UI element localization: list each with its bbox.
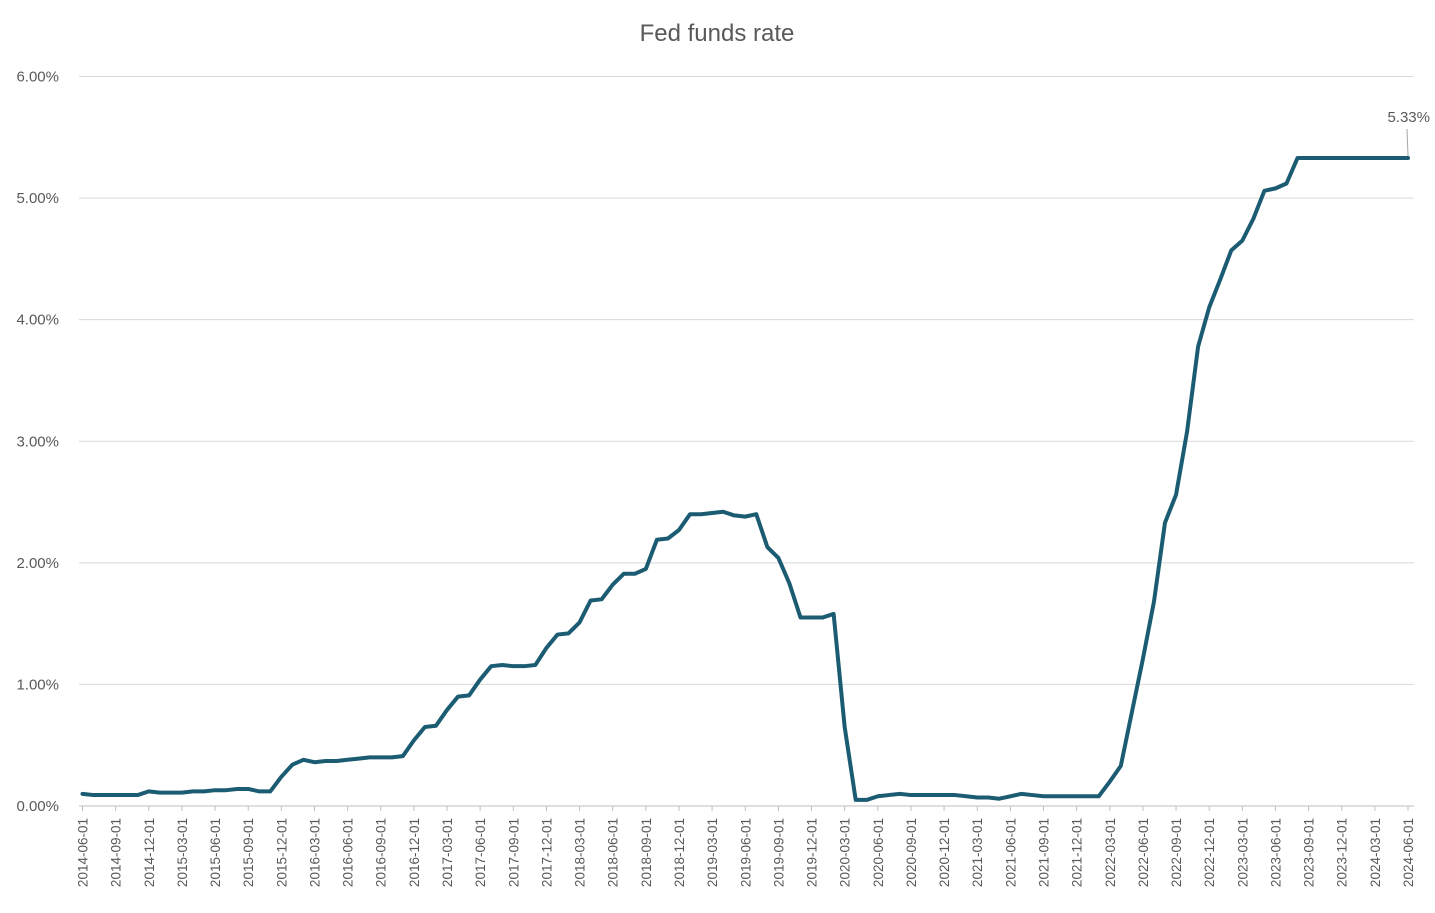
x-tick-label: 2014-12-01 — [142, 818, 157, 887]
x-tick-label: 2022-03-01 — [1103, 818, 1118, 887]
x-tick-label: 2015-12-01 — [274, 818, 289, 887]
y-axis-labels: 0.00% 1.00% 2.00% 3.00% 4.00% 5.00% 6.00% — [16, 69, 59, 816]
x-tick-label: 2023-06-01 — [1268, 818, 1283, 887]
annotations: 5.33% — [1387, 109, 1430, 156]
last-value-data-label: 5.33% — [1387, 109, 1430, 126]
x-tick-label: 2016-03-01 — [307, 818, 322, 887]
x-tick-label: 2014-09-01 — [109, 818, 124, 887]
x-tick-label: 2024-06-01 — [1401, 818, 1416, 887]
x-tick-label: 2020-06-01 — [871, 818, 886, 887]
x-tick-label: 2018-06-01 — [606, 818, 621, 887]
y-tick-label: 4.00% — [16, 312, 59, 329]
x-tick-label: 2015-06-01 — [208, 818, 223, 887]
x-tick-label: 2017-09-01 — [506, 818, 521, 887]
x-tick-label: 2021-03-01 — [970, 818, 985, 887]
x-tick-label: 2020-03-01 — [838, 818, 853, 887]
x-tick-label: 2018-03-01 — [573, 818, 588, 887]
x-axis: 2014-06-01 2014-09-01 2014-12-01 2015-03-01… — [76, 805, 1416, 887]
x-tick-label: 2020-09-01 — [904, 818, 919, 887]
y-tick-label: 1.00% — [16, 676, 59, 693]
x-tick-label: 2016-09-01 — [374, 818, 389, 887]
x-tick-label: 2023-03-01 — [1235, 818, 1250, 887]
series-layer — [80, 155, 1410, 802]
y-tick-label: 0.00% — [16, 798, 59, 815]
y-tick-label: 2.00% — [16, 555, 59, 572]
x-tick-label: 2024-03-01 — [1368, 818, 1383, 887]
gridlines — [79, 76, 1414, 685]
x-tick-label: 2023-12-01 — [1335, 818, 1350, 887]
y-tick-label: 5.00% — [16, 190, 59, 207]
x-tick-label: 2019-06-01 — [738, 818, 753, 887]
y-tick-label: 3.00% — [16, 433, 59, 450]
x-tick-label: 2023-09-01 — [1302, 818, 1317, 887]
x-tick-label: 2015-03-01 — [175, 818, 190, 887]
x-tick-label: 2018-12-01 — [672, 818, 687, 887]
x-tick-label: 2014-06-01 — [76, 818, 91, 887]
x-tick-label: 2021-06-01 — [1003, 818, 1018, 887]
x-tick-label: 2022-09-01 — [1169, 818, 1184, 887]
x-tick-label: 2020-12-01 — [937, 818, 952, 887]
x-tick-label: 2019-09-01 — [771, 818, 786, 887]
x-tick-label: 2021-09-01 — [1036, 818, 1051, 887]
x-tick-label: 2015-09-01 — [241, 818, 256, 887]
data-label-leader — [1406, 128, 1409, 156]
fed-funds-rate-line — [80, 155, 1410, 802]
x-tick-label: 2016-12-01 — [407, 818, 422, 887]
y-tick-label: 6.00% — [16, 69, 59, 86]
x-tick-label: 2017-03-01 — [440, 818, 455, 887]
x-tick-label: 2017-12-01 — [539, 818, 554, 887]
x-tick-label: 2018-09-01 — [639, 818, 654, 887]
x-tick-label: 2021-12-01 — [1070, 818, 1085, 887]
x-tick-label: 2022-06-01 — [1136, 818, 1151, 887]
x-tick-label: 2022-12-01 — [1202, 818, 1217, 887]
x-tick-label: 2019-03-01 — [705, 818, 720, 887]
chart-title: Fed funds rate — [640, 20, 795, 47]
x-tick-label: 2016-06-01 — [341, 818, 356, 887]
x-tick-label: 2017-06-01 — [473, 818, 488, 887]
x-tick-label: 2019-12-01 — [805, 818, 820, 887]
